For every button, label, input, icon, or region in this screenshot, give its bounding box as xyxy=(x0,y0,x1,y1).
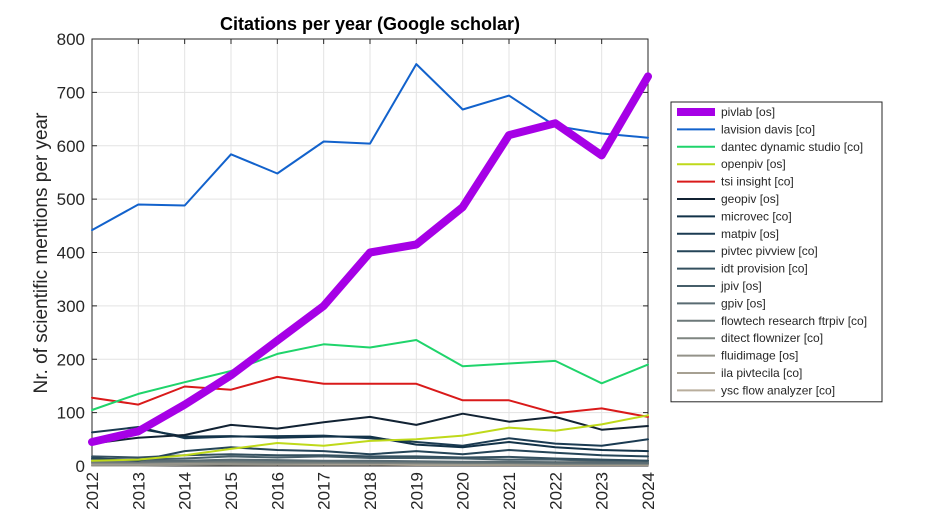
series-line-9 xyxy=(91,446,649,462)
legend-label: matpiv [os] xyxy=(721,227,779,241)
legend-label: pivtec pivview [co] xyxy=(721,244,818,258)
x-tick-label: 2014 xyxy=(176,472,195,510)
x-tick-label: 2020 xyxy=(454,472,473,510)
y-tick-label: 800 xyxy=(57,30,85,49)
legend-label: pivlab [os] xyxy=(721,105,775,119)
legend-label: fluidimage [os] xyxy=(721,349,798,363)
x-tick-label: 2016 xyxy=(268,472,287,510)
legend-label: gpiv [os] xyxy=(721,296,766,310)
legend-label: ysc flow analyzer [co] xyxy=(721,383,835,397)
legend-label: geopiv [os] xyxy=(721,192,779,206)
y-tick-label: 300 xyxy=(57,297,85,316)
series-line-6 xyxy=(91,412,649,445)
legend: pivlab [os] lavision davis [co] dantec dyn… xyxy=(670,101,883,403)
y-tick-label: 500 xyxy=(57,190,85,209)
legend-label: ila pivtecila [co] xyxy=(721,366,802,380)
x-tick-label: 2017 xyxy=(315,472,334,510)
series-line-11 xyxy=(91,455,649,462)
y-tick-label: 200 xyxy=(57,350,85,369)
y-tick-label: 600 xyxy=(57,137,85,156)
series-line-3 xyxy=(91,339,649,411)
legend-label: jpiv [os] xyxy=(720,279,762,293)
legend-label: openpiv [os] xyxy=(721,157,786,171)
legend-label: microvec [co] xyxy=(721,209,792,223)
y-axis-label: Nr. of scientific mentions per year xyxy=(31,112,52,394)
legend-label: lavision davis [co] xyxy=(721,122,815,136)
x-tick-label: 2015 xyxy=(222,472,241,510)
y-tick-label: 400 xyxy=(57,244,85,263)
series-line-4 xyxy=(91,414,649,462)
legend-label: dantec dynamic studio [co] xyxy=(721,140,863,154)
x-tick-label: 2021 xyxy=(500,472,519,510)
series-line-12 xyxy=(91,458,649,464)
y-tick-label: 0 xyxy=(76,457,85,476)
x-tick-label: 2022 xyxy=(546,472,565,510)
x-tick-label: 2013 xyxy=(129,472,148,510)
series-line-1 xyxy=(88,72,652,446)
x-tick-label: 2019 xyxy=(407,472,426,510)
y-tick-label: 100 xyxy=(57,404,85,423)
series-line-7 xyxy=(91,427,649,453)
series-line-5 xyxy=(91,375,649,418)
legend-label: idt provision [co] xyxy=(721,262,808,276)
legend-label: flowtech research ftrpiv [co] xyxy=(721,314,867,328)
chart-title: Citations per year (Google scholar) xyxy=(220,14,520,34)
y-tick-label: 700 xyxy=(57,83,85,102)
x-tick-label: 2024 xyxy=(639,472,658,510)
x-tick-label: 2012 xyxy=(83,472,102,510)
plot-area: 0 100 200 300 400 500 600 700 800 2012 2013 2014 201… xyxy=(57,30,658,510)
series-line-8 xyxy=(91,426,649,447)
x-tick-label: 2023 xyxy=(593,472,612,510)
legend-label: tsi insight [co] xyxy=(721,175,794,189)
x-tick-label: 2018 xyxy=(361,472,380,510)
legend-label: ditect flownizer [co] xyxy=(721,331,823,345)
